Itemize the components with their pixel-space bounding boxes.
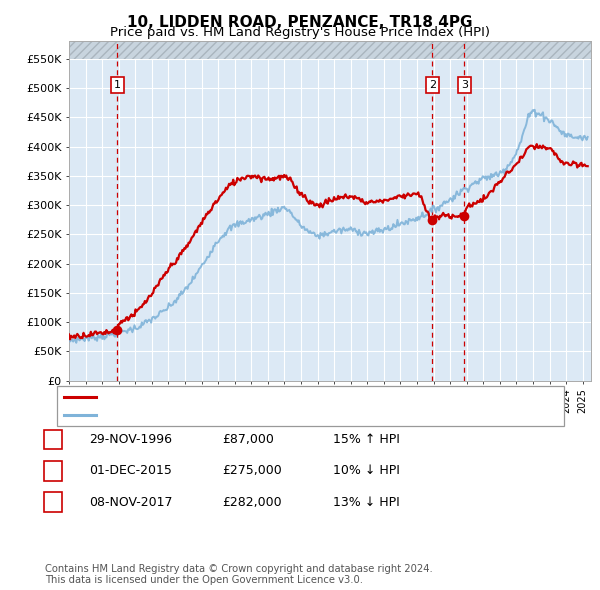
Text: £87,000: £87,000 — [222, 433, 274, 446]
Text: 10, LIDDEN ROAD, PENZANCE, TR18 4PG (detached house): 10, LIDDEN ROAD, PENZANCE, TR18 4PG (det… — [101, 391, 449, 404]
Text: 01-DEC-2015: 01-DEC-2015 — [89, 464, 172, 477]
Text: 29-NOV-1996: 29-NOV-1996 — [89, 433, 172, 446]
Text: 1: 1 — [114, 80, 121, 90]
Text: 2: 2 — [49, 464, 57, 477]
Text: 3: 3 — [49, 496, 57, 509]
Text: 10% ↓ HPI: 10% ↓ HPI — [333, 464, 400, 477]
Text: 13% ↓ HPI: 13% ↓ HPI — [333, 496, 400, 509]
Text: £282,000: £282,000 — [222, 496, 281, 509]
Text: 10, LIDDEN ROAD, PENZANCE, TR18 4PG: 10, LIDDEN ROAD, PENZANCE, TR18 4PG — [127, 15, 473, 30]
Text: £275,000: £275,000 — [222, 464, 282, 477]
Text: 1: 1 — [49, 433, 57, 446]
Text: Price paid vs. HM Land Registry's House Price Index (HPI): Price paid vs. HM Land Registry's House … — [110, 26, 490, 39]
Text: 15% ↑ HPI: 15% ↑ HPI — [333, 433, 400, 446]
Text: Contains HM Land Registry data © Crown copyright and database right 2024.
This d: Contains HM Land Registry data © Crown c… — [45, 563, 433, 585]
Text: 3: 3 — [461, 80, 468, 90]
Text: 2: 2 — [428, 80, 436, 90]
Text: HPI: Average price, detached house, Cornwall: HPI: Average price, detached house, Corn… — [101, 408, 370, 421]
Text: 08-NOV-2017: 08-NOV-2017 — [89, 496, 172, 509]
